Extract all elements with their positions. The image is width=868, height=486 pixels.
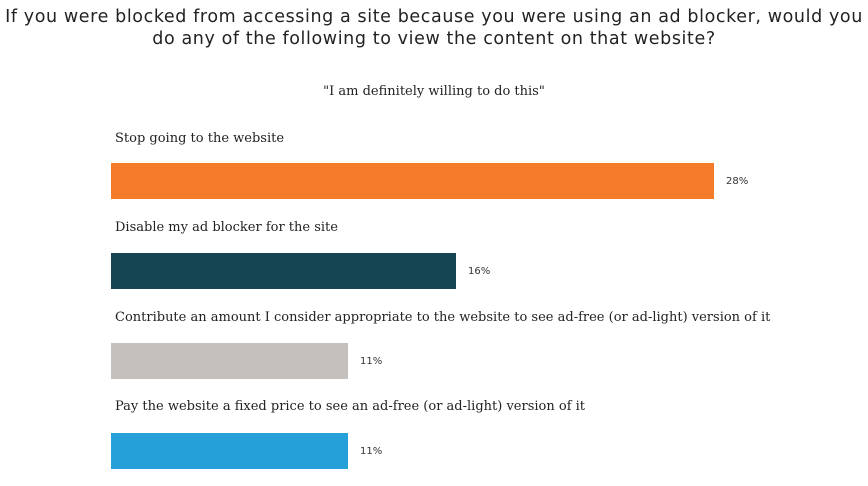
category-label: Stop going to the website [115, 131, 285, 146]
bar [111, 343, 348, 379]
bar [111, 253, 456, 289]
bar [111, 433, 348, 469]
category-label: Disable my ad blocker for the site [115, 220, 338, 235]
category-label: Contribute an amount I consider appropri… [115, 310, 771, 325]
value-label: 28% [726, 176, 749, 187]
chart-subtitle: "I am definitely willing to do this" [323, 84, 545, 99]
value-label: 11% [360, 356, 383, 367]
value-label: 16% [468, 266, 491, 277]
value-label: 11% [360, 446, 383, 457]
bar [111, 163, 714, 199]
category-label: Pay the website a fixed price to see an … [115, 399, 586, 414]
chart-title: If you were blocked from accessing a sit… [5, 7, 863, 49]
